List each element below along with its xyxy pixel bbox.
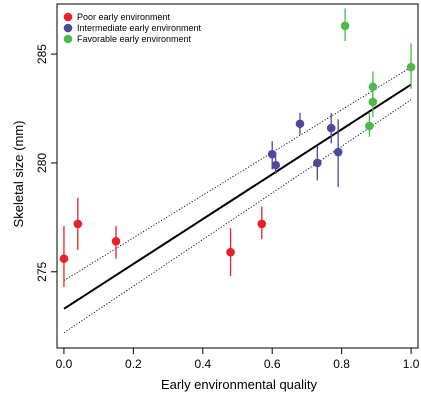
x-axis: 0.0 0.2 0.4 0.6 0.8 1.0 xyxy=(56,348,420,371)
data-point xyxy=(73,219,83,229)
legend-label: Poor early environment xyxy=(77,12,171,22)
x-axis-title: Early environmental quality xyxy=(161,377,318,392)
data-point xyxy=(313,158,322,168)
series-1 xyxy=(267,112,343,187)
series-0 xyxy=(59,197,267,288)
confidence-upper-line xyxy=(63,66,412,281)
data-point xyxy=(368,82,378,92)
y-axis: 275 280 285 xyxy=(35,44,57,282)
legend-marker xyxy=(63,23,73,33)
y-tick-label: 285 xyxy=(35,44,49,64)
data-point xyxy=(368,97,378,107)
plot-frame xyxy=(56,3,419,349)
fit-line xyxy=(63,83,412,310)
confidence-lower-line xyxy=(63,99,412,334)
legend-marker xyxy=(63,34,73,44)
data-point xyxy=(271,160,280,170)
data-point xyxy=(111,237,121,246)
data-point xyxy=(326,123,336,133)
data-point xyxy=(365,121,374,131)
legend-marker xyxy=(63,12,73,22)
data-point xyxy=(226,247,235,257)
data-point xyxy=(333,147,343,157)
confidence-band xyxy=(63,66,412,334)
regression-line xyxy=(63,83,412,310)
legend-label: Intermediate early environment xyxy=(77,23,202,33)
x-tick-label: 1.0 xyxy=(403,357,420,371)
data-point xyxy=(406,62,416,72)
y-tick-label: 280 xyxy=(35,153,49,173)
x-tick-label: 0.6 xyxy=(264,357,281,371)
data-point xyxy=(267,149,277,159)
data-point xyxy=(295,119,305,129)
series-2 xyxy=(340,8,416,137)
x-tick-label: 0.8 xyxy=(333,357,350,371)
x-tick-label: 0.2 xyxy=(125,357,142,371)
data-point xyxy=(59,254,69,264)
legend-label: Favorable early environment xyxy=(77,34,192,44)
y-tick-label: 275 xyxy=(35,261,49,281)
x-tick-label: 0.4 xyxy=(194,357,211,371)
plot-border xyxy=(56,3,419,349)
data-point xyxy=(257,219,267,229)
data-points xyxy=(59,8,416,288)
data-point xyxy=(340,21,350,31)
y-axis-title: Skeletal size (mm) xyxy=(11,121,26,228)
x-tick-label: 0.0 xyxy=(56,357,73,371)
